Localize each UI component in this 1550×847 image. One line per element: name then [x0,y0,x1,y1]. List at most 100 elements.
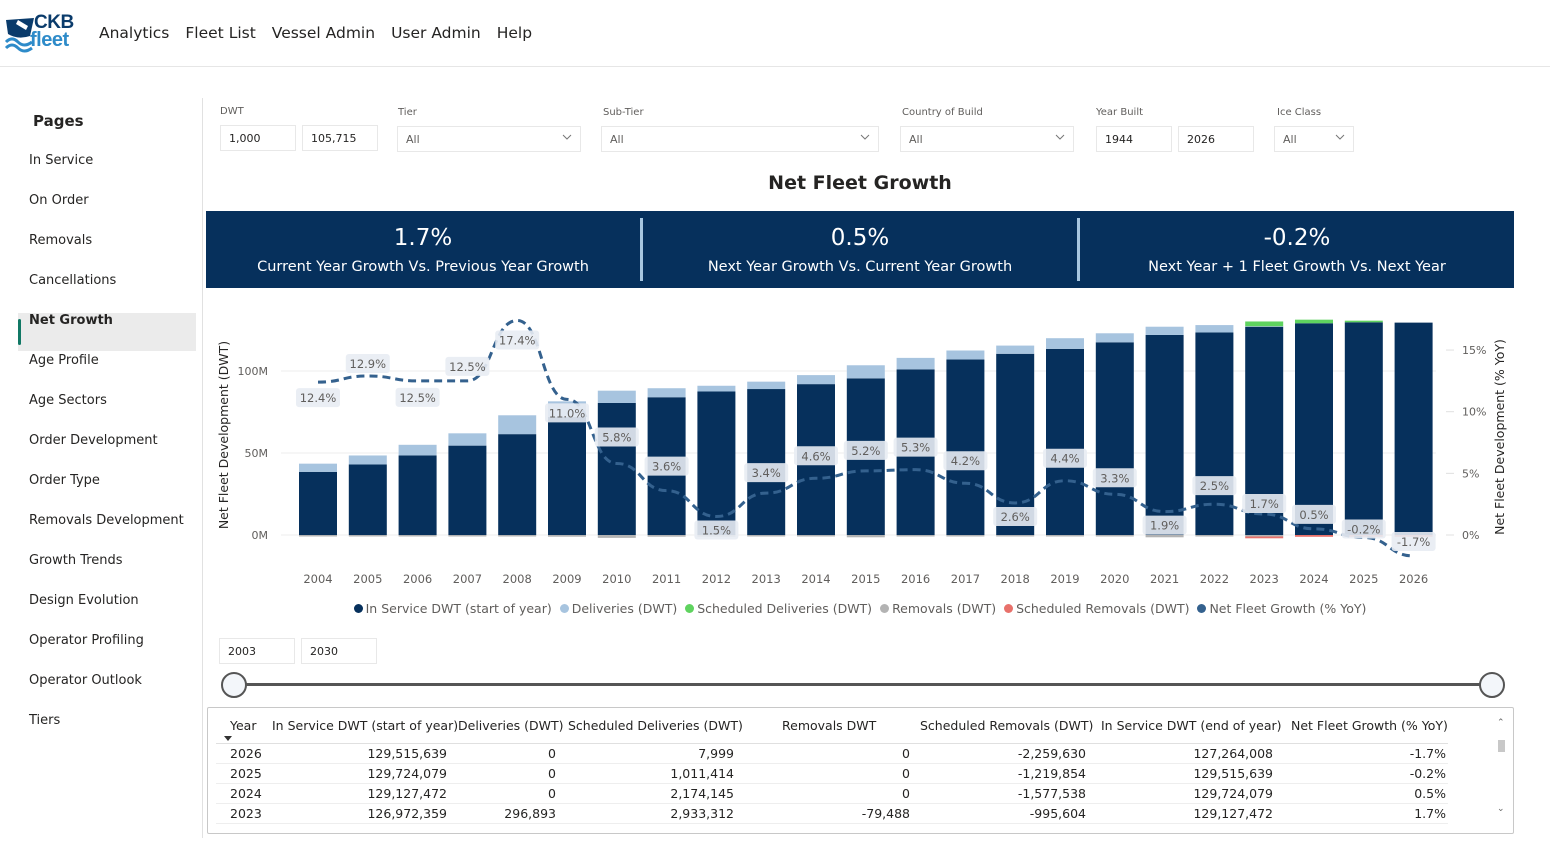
sidebar-item-net-growth[interactable]: Net Growth [18,313,196,351]
legend-deliveries[interactable]: Deliveries (DWT) [559,601,677,616]
data-label: 4.6% [801,449,830,463]
column-header-removals[interactable]: Removals DWT [782,718,877,733]
nav-fleet-list[interactable]: Fleet List [185,24,256,42]
sidebar-item-removals[interactable]: Removals [29,233,93,248]
data-label: 5.3% [901,441,930,455]
kpi-divider [640,218,643,281]
table-cell: 0 [548,746,556,761]
nav-user-admin[interactable]: User Admin [391,24,481,42]
year-range-slider-start-handle[interactable] [221,672,247,698]
kpi-divider [1077,218,1080,281]
sidebar-item-in-service[interactable]: In Service [29,153,94,168]
bar-in-service [946,359,985,535]
tier-dropdown-value: All [406,133,420,146]
data-label-bg [1242,494,1287,514]
legend-in-service[interactable]: In Service DWT (start of year) [353,601,552,616]
sidebar-item-growth-trends[interactable]: Growth Trends [29,553,123,568]
y2-tick-label: 10% [1462,406,1486,419]
sidebar-item-operator-outlook[interactable]: Operator Outlook [29,673,142,688]
sidebar-item-on-order[interactable]: On Order [29,193,89,208]
scroll-down-icon[interactable]: ⌄ [1497,804,1505,814]
year-range-to-input[interactable]: 2030 [301,638,377,664]
legend-removals[interactable]: Removals (DWT) [880,601,996,616]
scroll-up-icon[interactable]: ⌃ [1497,718,1505,728]
sidebar-item-order-type[interactable]: Order Type [29,473,100,488]
bar-removals [448,535,487,537]
sub-tier-dropdown[interactable]: All [601,126,879,152]
dwt-max-input[interactable]: 105,715 [302,125,378,151]
column-header-scheduled-removals[interactable]: Scheduled Removals (DWT) [920,718,1094,733]
sidebar-item-design-evolution[interactable]: Design Evolution [29,593,139,608]
bar-deliveries [846,365,885,379]
column-header-net-fleet-growth[interactable]: Net Fleet Growth (% YoY) [1291,718,1448,733]
bar-in-service [1295,323,1333,535]
chart-legend: In Service DWT (start of year) Deliverie… [206,601,1514,616]
bar-deliveries [348,455,387,465]
sidebar-item-operator-profiling[interactable]: Operator Profiling [29,633,144,648]
bar-in-service [597,402,636,535]
tier-filter-label: Tier [398,107,417,118]
column-header-deliveries[interactable]: Deliveries (DWT) [458,718,564,733]
tier-dropdown[interactable]: All [397,126,581,152]
bar-removals [299,535,337,537]
net-fleet-growth-chart[interactable]: 0M 50M 100M 0% 5% 10% 15% Net Fleet Development… [206,300,1514,595]
country-of-build-dropdown[interactable]: All [900,126,1074,152]
scrollbar-thumb[interactable] [1498,740,1505,752]
data-label: 12.9% [350,357,387,371]
ckb-fleet-logo[interactable]: CKB fleet [4,12,74,54]
nav-help[interactable]: Help [496,24,533,42]
ice-class-dropdown[interactable]: All [1274,126,1354,152]
sidebar-item-age-profile[interactable]: Age Profile [29,353,99,368]
bar-scheduled-removals [1295,535,1333,537]
dwt-min-input[interactable]: 1,000 [220,125,296,151]
table-row[interactable]: 2025 129,724,079 0 1,011,414 0 -1,219,854 129,… [216,764,1448,784]
data-label-bg [843,440,888,460]
legend-scheduled-removals[interactable]: Scheduled Removals (DWT) [1004,601,1189,616]
bar-removals [647,535,686,537]
x-tick-label: 2017 [951,572,980,586]
sidebar-item-age-sectors[interactable]: Age Sectors [29,393,107,408]
table-cell: 7,999 [698,746,734,761]
x-tick-label: 2019 [1050,572,1079,586]
table-row[interactable]: 2023 126,972,359 296,893 2,933,312 -79,488 -9… [216,804,1448,824]
data-label-bg [794,446,838,466]
pages-sidebar: Pages In Service On Order Removals Cance… [0,98,203,838]
nav-analytics[interactable]: Analytics [99,24,170,42]
column-header-scheduled-deliveries[interactable]: Scheduled Deliveries (DWT) [568,718,743,733]
nav-vessel-admin[interactable]: Vessel Admin [271,24,376,42]
year-built-min-input[interactable]: 1944 [1096,126,1172,152]
bar-in-service [299,471,337,535]
sidebar-item-removals-development[interactable]: Removals Development [29,513,184,528]
sort-desc-icon[interactable] [224,736,232,741]
data-label-bg [545,403,589,423]
sidebar-item-tiers[interactable]: Tiers [29,713,61,728]
table-cell: 0 [902,746,910,761]
y2-tick-label: 15% [1462,344,1486,357]
column-header-year[interactable]: Year [230,718,257,733]
bar-removals [548,535,586,537]
sidebar-item-order-development[interactable]: Order Development [29,433,158,448]
column-header-in-service-start[interactable]: In Service DWT (start of year) [272,718,459,733]
y2-tick-label: 0% [1462,529,1479,542]
table-cell: 127,264,008 [1193,746,1273,761]
year-range-slider-track[interactable] [234,683,1492,686]
year-range-from-input[interactable]: 2003 [219,638,295,664]
sub-tier-dropdown-value: All [610,133,624,146]
x-tick-label: 2024 [1299,572,1328,586]
year-built-max-input[interactable]: 2026 [1178,126,1254,152]
net-fleet-growth-line [317,318,1414,558]
table-row[interactable]: 2024 129,127,472 0 2,174,145 0 -1,577,538 129,… [216,784,1448,804]
table-vertical-scrollbar[interactable]: ⌃ ⌄ [1497,718,1507,826]
legend-scheduled-deliveries[interactable]: Scheduled Deliveries (DWT) [685,601,872,616]
year-range-slider-end-handle[interactable] [1479,672,1505,698]
data-label-bg [345,353,390,373]
table-cell: 126,972,359 [367,806,447,821]
x-tick-label: 2013 [752,572,781,586]
column-header-in-service-end[interactable]: In Service DWT (end of year) [1101,718,1282,733]
bar-removals [1245,535,1284,537]
table-row[interactable]: 2026 129,515,639 0 7,999 0 -2,259,630 127,264,… [216,744,1448,764]
x-tick-label: 2016 [901,572,930,586]
bar-in-service [348,464,387,535]
legend-net-fleet-growth[interactable]: Net Fleet Growth (% YoY) [1197,601,1366,616]
sidebar-item-cancellations[interactable]: Cancellations [29,273,117,288]
